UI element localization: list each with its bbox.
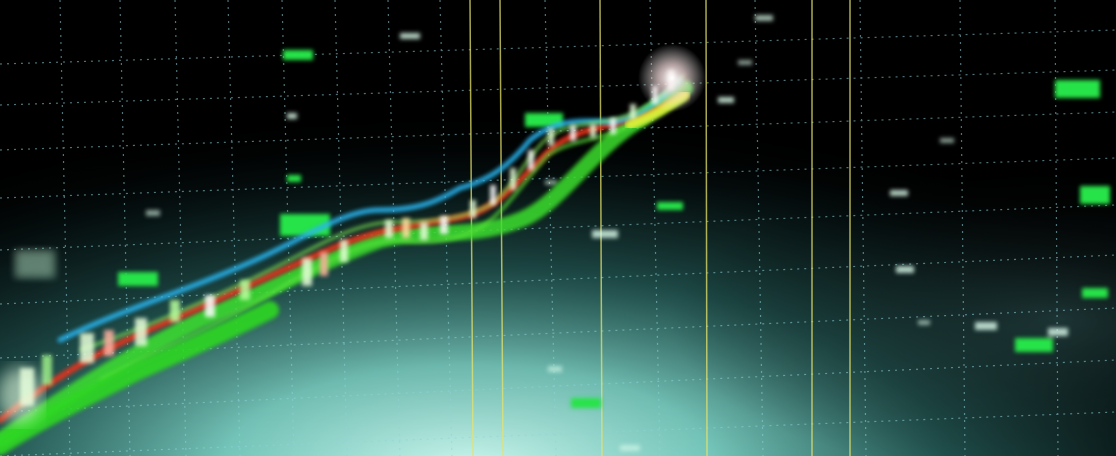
cyan-line	[57, 77, 683, 343]
green-band-lower	[0, 80, 693, 448]
green-thick-band	[0, 301, 279, 455]
peak-glow	[638, 44, 706, 112]
yellow-vertical-lines	[469, 0, 851, 456]
green-envelope-bottom	[99, 96, 687, 382]
price-tags	[15, 15, 1110, 451]
